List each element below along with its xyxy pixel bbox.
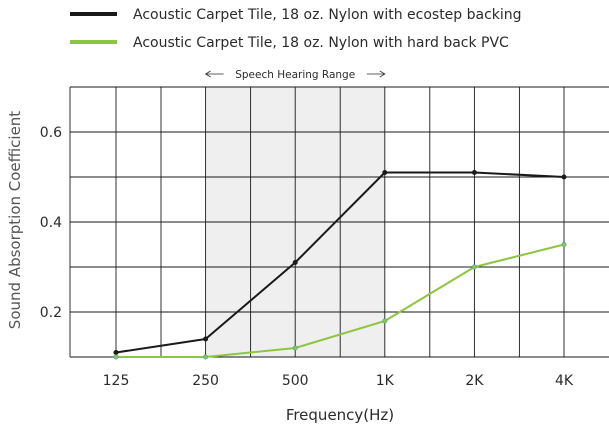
- series-2-point: [203, 354, 209, 360]
- x-tick-label: 125: [103, 373, 130, 389]
- y-tick-label: 0.4: [40, 215, 62, 231]
- series-2-point: [292, 345, 298, 351]
- x-tick-label: 2K: [465, 373, 484, 389]
- legend-label-2: Acoustic Carpet Tile, 18 oz. Nylon with …: [133, 35, 509, 51]
- series-1-point: [203, 336, 209, 342]
- series-2-point: [113, 354, 119, 360]
- legend-label-1: Acoustic Carpet Tile, 18 oz. Nylon with …: [133, 7, 522, 23]
- series-layer: [113, 170, 567, 360]
- series-1-point: [382, 170, 388, 176]
- legend: Acoustic Carpet Tile, 18 oz. Nylon with …: [70, 7, 522, 51]
- x-tick-label: 500: [282, 373, 309, 389]
- range-arrow-left-head: [204, 70, 211, 78]
- series-1-point: [292, 259, 298, 265]
- series-2-point: [471, 264, 477, 270]
- y-tick-label: 0.6: [40, 125, 62, 141]
- grid: [69, 86, 609, 358]
- series-line-2: [116, 243, 565, 358]
- y-axis-title: Sound Absorption Coefficient: [6, 111, 24, 329]
- range-arrow-right-head: [379, 70, 386, 78]
- series-1-point: [113, 349, 119, 355]
- series-2-point: [561, 242, 567, 248]
- x-tick-label: 1K: [376, 373, 395, 389]
- x-tick-label: 4K: [555, 373, 574, 389]
- y-tick-labels: 0.2 0.4 0.6: [40, 125, 62, 321]
- x-axis-title: Frequency(Hz): [286, 406, 394, 424]
- series-2-point: [382, 318, 388, 324]
- x-tick-label: 250: [192, 373, 219, 389]
- speech-hearing-range-label: Speech Hearing Range: [235, 69, 355, 81]
- series-line-1: [115, 171, 565, 354]
- series-1-point: [561, 174, 567, 180]
- y-tick-label: 0.2: [40, 305, 62, 321]
- x-tick-labels: 125 250 500 1K 2K 4K: [103, 373, 574, 389]
- series-1-point: [471, 170, 477, 176]
